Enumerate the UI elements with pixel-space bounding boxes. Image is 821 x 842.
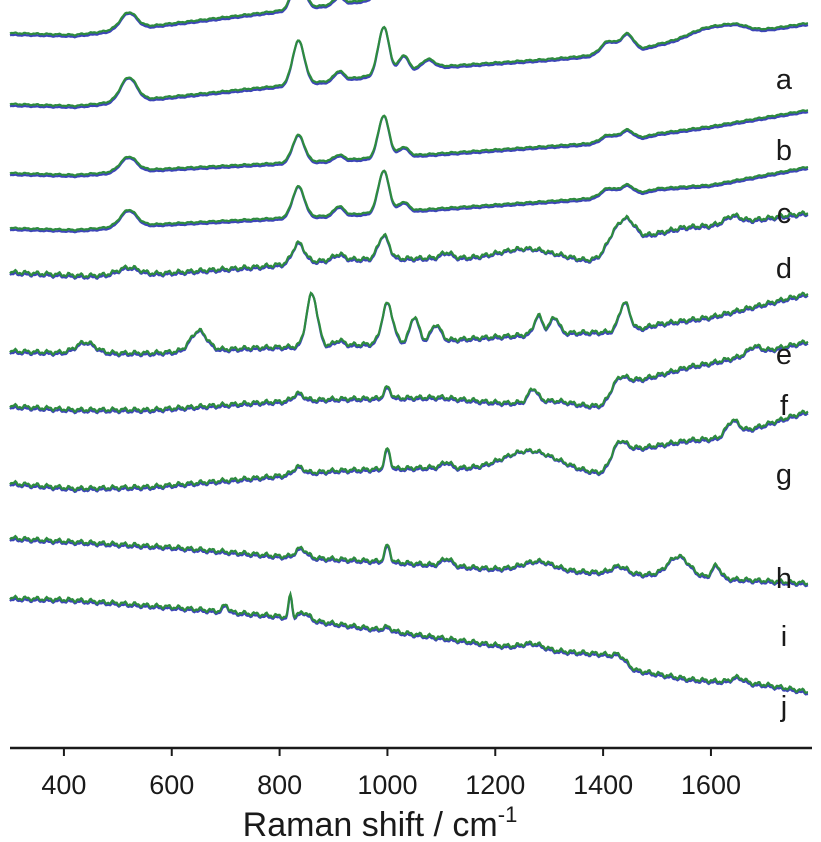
trace-g-blue-line: [9, 341, 809, 415]
trace-label-j: j: [780, 691, 787, 723]
x-tick-label-800: 800: [257, 770, 302, 800]
trace-label-b: b: [776, 135, 792, 167]
trace-label-f: f: [780, 390, 789, 422]
trace-c-blue-line: [9, 111, 809, 179]
x-axis-title-superscript: -1: [498, 802, 518, 827]
trace-label-g: g: [776, 459, 792, 491]
trace-b-blue-line: [9, 23, 809, 110]
trace-d-green-line: [9, 165, 809, 232]
trace-h-blue-line: [9, 412, 809, 494]
x-tick-label-600: 600: [149, 770, 194, 800]
trace-g-green-line: [9, 339, 809, 414]
x-tick-label-1200: 1200: [465, 770, 525, 800]
trace-e-blue-line: [9, 212, 809, 280]
trace-e-green-line: [9, 210, 809, 279]
x-axis-title: Raman shift / cm-1: [243, 802, 518, 842]
trace-a-green-line: [9, 0, 368, 37]
trace-f-green-line: [9, 291, 809, 357]
trace-label-a: a: [776, 64, 793, 96]
trace-label-e: e: [776, 339, 792, 371]
trace-h-green-line: [9, 409, 809, 492]
trace-label-c: c: [777, 198, 792, 230]
trace-f-blue-line: [9, 292, 809, 358]
trace-c-green-line: [9, 109, 809, 177]
x-axis-title-text: Raman shift / cm: [243, 806, 498, 842]
trace-label-h: h: [776, 563, 792, 595]
trace-group: [9, 0, 809, 696]
trace-label-group: a bcd ef g hi j: [776, 64, 793, 723]
x-tick-label-1600: 1600: [681, 770, 741, 800]
x-tick-label-1400: 1400: [573, 770, 633, 800]
x-tick-label-400: 400: [41, 770, 86, 800]
trace-label-i: i: [781, 621, 787, 653]
trace-d-blue-line: [9, 167, 809, 234]
trace-a-blue-line: [9, 0, 372, 39]
trace-i-green-line: [9, 534, 809, 587]
trace-b-green-line: [9, 22, 809, 108]
x-tick-label-1000: 1000: [357, 770, 417, 800]
trace-j-blue-line: [9, 590, 809, 696]
trace-label-d: d: [776, 253, 792, 285]
x-tick-group: 400 600 800 1000 1200 1400 1600: [41, 748, 741, 800]
trace-j-green-line: [9, 590, 809, 695]
